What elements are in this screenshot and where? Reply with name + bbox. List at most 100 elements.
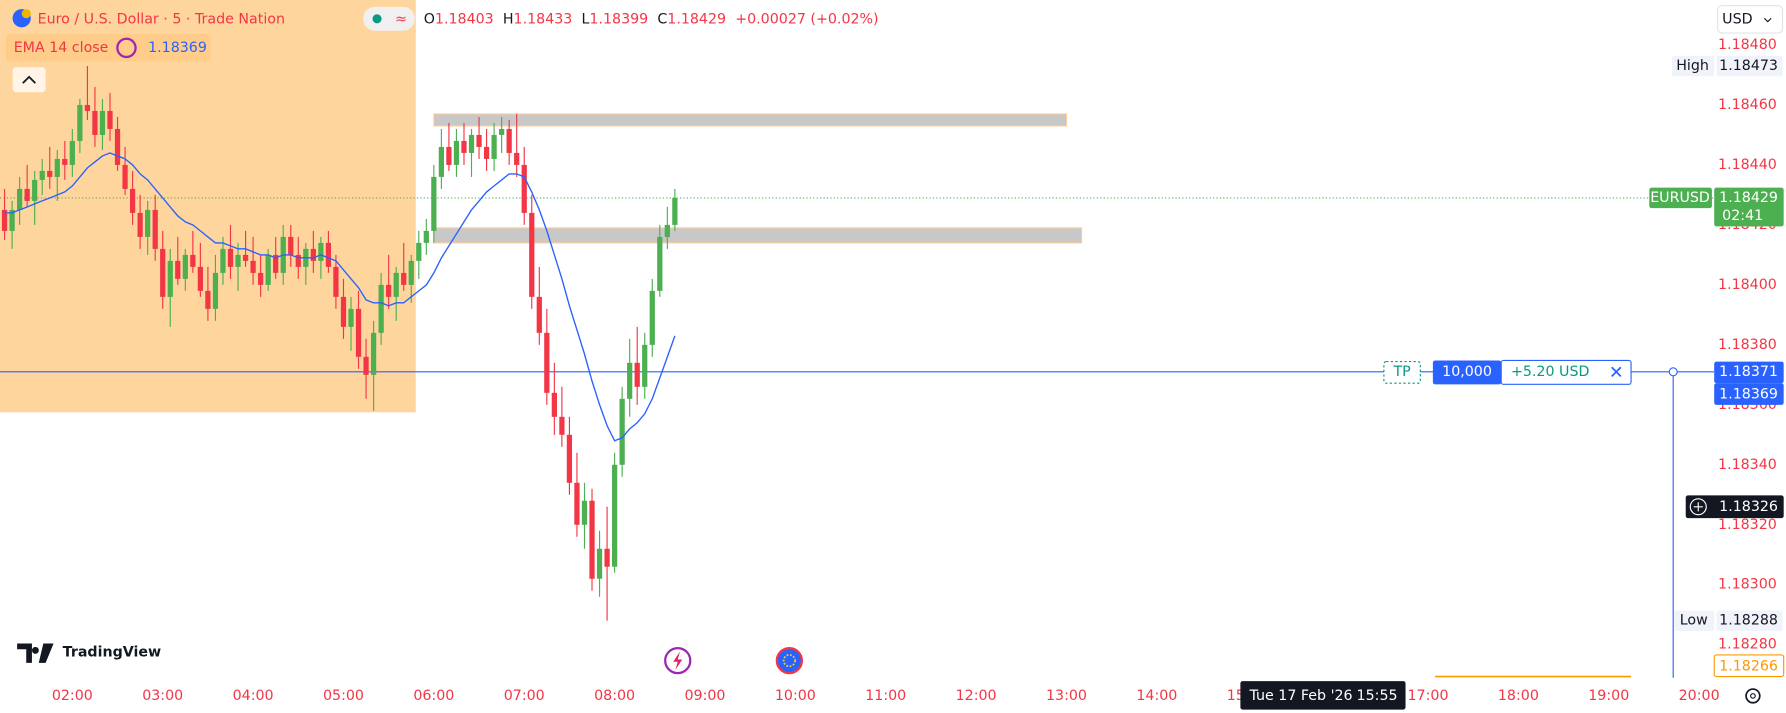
high-value: 1.18473 [1719, 58, 1778, 74]
candle-body [370, 332, 377, 375]
x-tick-label: 19:00 [1588, 688, 1629, 704]
candle-body [581, 500, 588, 525]
pnl: +5.20 USD [1511, 364, 1590, 380]
candle-body [32, 179, 38, 201]
ohlc-legend: O1.18403 H1.18433 L1.18399 C1.18429 +0.00027… [424, 11, 879, 27]
candle-body [627, 362, 633, 399]
overlay: Euro / U.S. Dollar · 5 · Trade Nation ≈ … [5, 5, 1784, 704]
ohlc-letter: C [657, 11, 667, 27]
tp-button[interactable] [1383, 361, 1421, 384]
currency-caret [1763, 17, 1772, 23]
candle-body [220, 248, 226, 273]
x-tick-label: 08:00 [594, 688, 635, 704]
candle-body [129, 188, 136, 213]
candle-body [393, 272, 399, 297]
event-icon-glyph [673, 651, 683, 670]
currency-button[interactable] [1717, 5, 1784, 34]
candle-body [333, 266, 339, 297]
y-tick-label: 1.18340 [1718, 457, 1777, 473]
candle-body [491, 134, 497, 159]
position-price: 1.18371 [1719, 364, 1778, 380]
last-price-bg [1714, 187, 1784, 227]
countdown: 02:41 [1722, 208, 1763, 224]
candle-body [318, 242, 324, 261]
crosshair-date: Tue 17 Feb '26 [1249, 688, 1353, 704]
indicator-icon[interactable] [116, 37, 137, 59]
low-name-bg [1674, 610, 1715, 631]
ohlc-letter: L [581, 11, 589, 27]
candle-body [175, 260, 181, 279]
ticker-name: EURUSD [1650, 190, 1710, 206]
candle-body [17, 188, 23, 210]
candle-body [596, 548, 603, 579]
status-icon: ≈ [395, 11, 407, 27]
candle-body [122, 164, 128, 189]
settings-icon [1750, 693, 1756, 699]
close-position-button[interactable] [1611, 366, 1622, 377]
symbol-title[interactable]: Euro / U.S. Dollar · 5 · Trade Nation [38, 11, 285, 27]
currency-label: USD [1722, 11, 1752, 27]
candle-body [212, 272, 219, 309]
candle-body [250, 260, 256, 273]
x-tick-label: 02:00 [52, 688, 93, 704]
high-value-bg [1716, 55, 1783, 77]
candle-body [190, 254, 196, 267]
ema-price: 1.18369 [1719, 387, 1778, 403]
candle-body [227, 248, 234, 267]
ema-line [4, 152, 676, 442]
ohlc-value: 1.18403 [435, 11, 494, 27]
candle-body [325, 242, 332, 267]
candle-body [461, 140, 467, 153]
y-tick-label: 1.18440 [1718, 157, 1777, 173]
x-tick-label: 07:00 [504, 688, 545, 704]
candle-body [423, 230, 429, 243]
x-tick-label: 14:00 [1136, 688, 1177, 704]
candle-body [114, 128, 121, 165]
eu-flag-stars [782, 654, 796, 668]
plot-area [0, 65, 1715, 678]
logo-text[interactable]: TradingView [63, 645, 162, 661]
candle-body [167, 260, 173, 297]
candle-body [47, 170, 53, 177]
candle-body [99, 110, 106, 135]
ohlc-value: 1.18399 [589, 11, 648, 27]
candle-body [242, 254, 249, 261]
candle-body [536, 296, 542, 333]
candle-body [152, 209, 158, 249]
candle-body [521, 164, 527, 213]
zone [433, 113, 1068, 127]
indicator-name[interactable]: EMA 14 close [14, 40, 109, 56]
economic-event-icon[interactable] [775, 646, 804, 675]
candle-body [160, 248, 166, 297]
position-handle[interactable] [1668, 367, 1678, 377]
y-tick-label: 1.18400 [1718, 277, 1777, 293]
candle-body [258, 272, 264, 285]
status-badge[interactable] [363, 6, 415, 31]
y-tick-label: 1.18300 [1718, 577, 1777, 593]
settings-button[interactable] [1745, 688, 1761, 704]
add-alert-icon [1693, 502, 1703, 512]
ohlc-change: +0.00027 (+0.02%) [735, 11, 878, 27]
candle-body [657, 236, 663, 291]
candle-body [288, 236, 294, 255]
candle-body [197, 266, 203, 291]
x-tick-label: 11:00 [865, 688, 906, 704]
collapse-button[interactable] [12, 67, 46, 93]
candle-body [589, 500, 595, 579]
last-price: 1.18429 [1719, 190, 1778, 206]
candle-body [476, 134, 482, 147]
candle-body [431, 176, 437, 231]
x-tick-label: 06:00 [413, 688, 454, 704]
candle-body [611, 464, 618, 567]
crosshair-price: 1.18326 [1719, 499, 1778, 515]
candle-body [182, 254, 188, 279]
candle-body [604, 548, 610, 567]
add-alert-button[interactable] [1689, 498, 1707, 516]
qty-bg[interactable] [1432, 360, 1502, 385]
candle-body [664, 224, 670, 237]
candle-body [235, 254, 241, 267]
candle-body [273, 254, 279, 273]
high-name-bg [1672, 55, 1715, 77]
candle-body [619, 398, 625, 465]
